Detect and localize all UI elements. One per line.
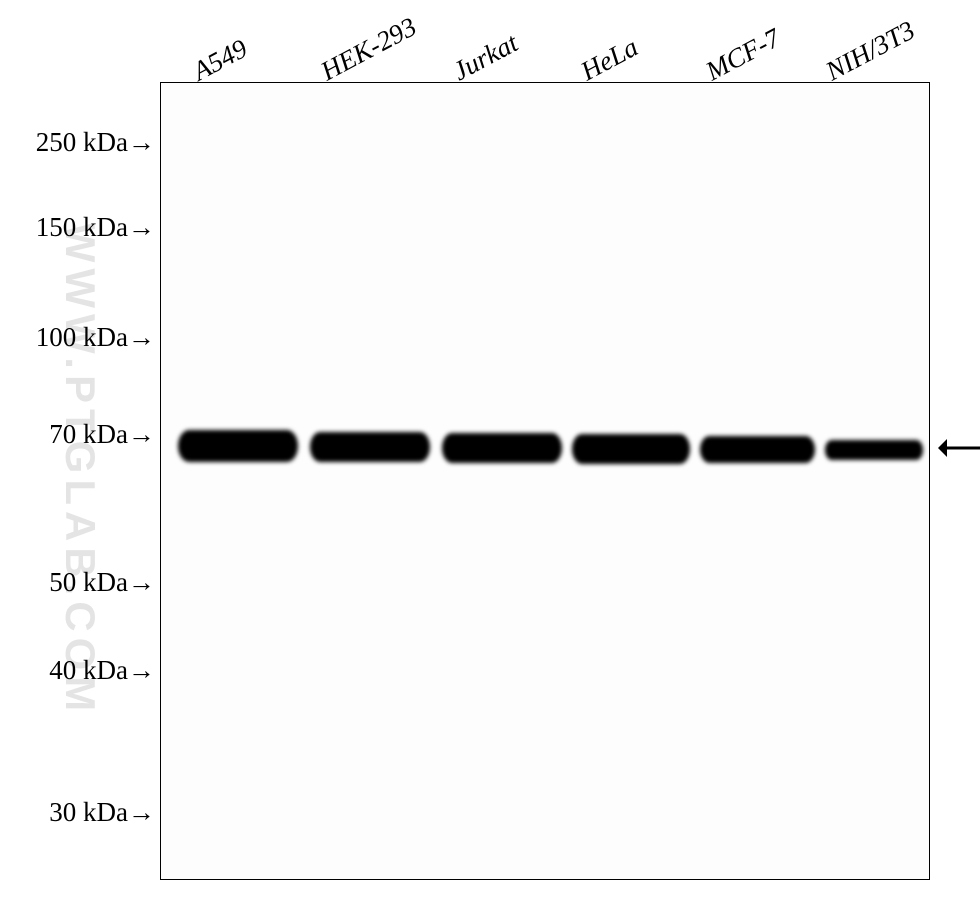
band-lane-6 (825, 440, 923, 460)
mw-marker: 100 kDa→ (0, 322, 155, 353)
lane-label: HeLa (576, 32, 644, 88)
lane-label: Jurkat (448, 27, 523, 87)
mw-marker: 40 kDa→ (0, 655, 155, 686)
band-arrow-icon (936, 437, 980, 459)
watermark-text: WWW.PTGLAB.COM (56, 223, 104, 718)
lane-label: MCF-7 (701, 22, 786, 87)
band-lane-3 (442, 433, 562, 463)
band-lane-5 (700, 436, 815, 463)
lane-label: NIH/3T3 (821, 15, 920, 87)
mw-marker: 250 kDa→ (0, 127, 155, 158)
blot-membrane (160, 82, 930, 880)
band-lane-1 (178, 430, 298, 462)
mw-marker: 150 kDa→ (0, 212, 155, 243)
lane-label: HEK-293 (316, 11, 422, 87)
band-lane-4 (572, 434, 690, 464)
band-lane-2 (310, 432, 430, 462)
western-blot-figure: WWW.PTGLAB.COM A549 HEK-293 Jurkat HeLa … (0, 0, 980, 903)
mw-marker: 70 kDa→ (0, 419, 155, 450)
mw-marker: 30 kDa→ (0, 797, 155, 828)
mw-marker: 50 kDa→ (0, 567, 155, 598)
lane-label: A549 (188, 33, 253, 87)
